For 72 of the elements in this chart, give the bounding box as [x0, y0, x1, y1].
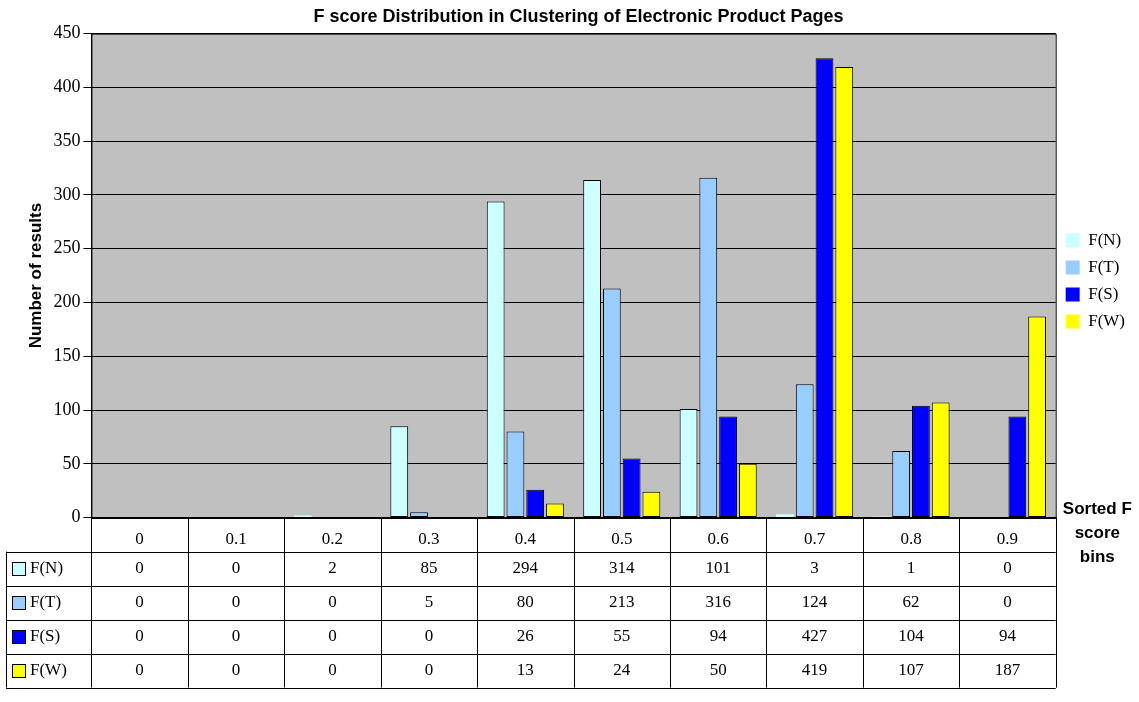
x-tick-label: 0.1 — [225, 529, 247, 549]
data-label: 85 — [420, 558, 438, 578]
x-tick-label: 0.9 — [996, 529, 1019, 549]
x-tick-label: 0 — [135, 529, 144, 549]
data-label: 94 — [998, 626, 1017, 646]
data-label: 24 — [613, 660, 631, 680]
data-label: 316 — [705, 592, 731, 612]
y-tick-label: 350 — [53, 129, 81, 150]
text: F(S) — [30, 626, 61, 646]
x-tick-label: 0.2 — [321, 529, 344, 549]
y-tick-label: 250 — [53, 237, 81, 258]
text: F(N) — [30, 558, 64, 578]
data-label: 1 — [906, 558, 916, 578]
data-label: 104 — [898, 626, 925, 646]
chart-title: F score Distribution in Clustering of Electronic Product Pages — [313, 5, 844, 26]
x-tick-label: 0.4 — [514, 529, 537, 549]
data-label: 55 — [613, 626, 631, 646]
data-label: 187 — [994, 660, 1021, 680]
data-label: 80 — [516, 592, 534, 612]
legend-label: F(N) — [1088, 229, 1122, 249]
data-label: 314 — [609, 558, 635, 578]
x-tick-label: 0.8 — [900, 529, 922, 549]
data-label: 0 — [135, 660, 144, 680]
x-tick-label: 0.6 — [707, 529, 729, 549]
y-tick-label: 200 — [53, 291, 81, 312]
legend-label: F(T) — [1088, 256, 1120, 276]
legend-label: F(W) — [1088, 310, 1126, 330]
data-label: 107 — [898, 660, 925, 680]
data-label: 0 — [135, 558, 144, 578]
data-label: 0 — [135, 592, 144, 612]
x-tick-label: 0.5 — [611, 529, 633, 549]
x-axis-title: Sorted F score bins — [1062, 499, 1132, 567]
y-tick-label: 50 — [62, 452, 81, 473]
legend-label: F(S) — [1088, 283, 1119, 303]
y-tick-label: 0 — [71, 506, 81, 527]
data-label: 213 — [609, 592, 635, 612]
data-label: 101 — [705, 558, 731, 578]
data-label: 0 — [328, 660, 337, 680]
data-label: 124 — [801, 592, 828, 612]
data-label: 0 — [231, 626, 241, 646]
data-label: 2 — [328, 558, 337, 578]
x-tick-label: 0.7 — [803, 529, 826, 549]
data-label: 13 — [516, 660, 534, 680]
data-label: 0 — [1003, 558, 1012, 578]
data-label: 0 — [231, 660, 241, 680]
data-label: 0 — [424, 660, 434, 680]
data-label: 50 — [709, 660, 727, 680]
data-label: 62 — [902, 592, 920, 612]
data-label: 419 — [801, 660, 828, 680]
text: F(W) — [30, 660, 67, 680]
data-label: 427 — [801, 626, 828, 646]
data-label: 94 — [709, 626, 728, 646]
data-label: 0 — [231, 558, 241, 578]
data-label: 0 — [424, 626, 434, 646]
bar — [776, 514, 794, 518]
data-label: 5 — [424, 592, 434, 612]
data-label: 0 — [135, 626, 144, 646]
data-label: 0 — [231, 592, 241, 612]
x-tick-label: 0.3 — [418, 529, 440, 549]
data-label: 0 — [328, 592, 337, 612]
y-tick-label: 100 — [53, 398, 81, 419]
y-tick-label: 300 — [53, 183, 81, 204]
y-tick-label: 150 — [53, 345, 81, 365]
data-label: 3 — [810, 558, 819, 578]
data-label: 294 — [512, 558, 539, 578]
text: F(T) — [30, 592, 62, 612]
y-axis-title: Number of results — [25, 202, 45, 349]
data-label: 0 — [328, 626, 337, 646]
y-tick-label: 450 — [53, 22, 81, 43]
data-label: 26 — [516, 626, 534, 646]
data-label: 0 — [1003, 592, 1012, 612]
y-tick-label: 400 — [53, 76, 81, 97]
